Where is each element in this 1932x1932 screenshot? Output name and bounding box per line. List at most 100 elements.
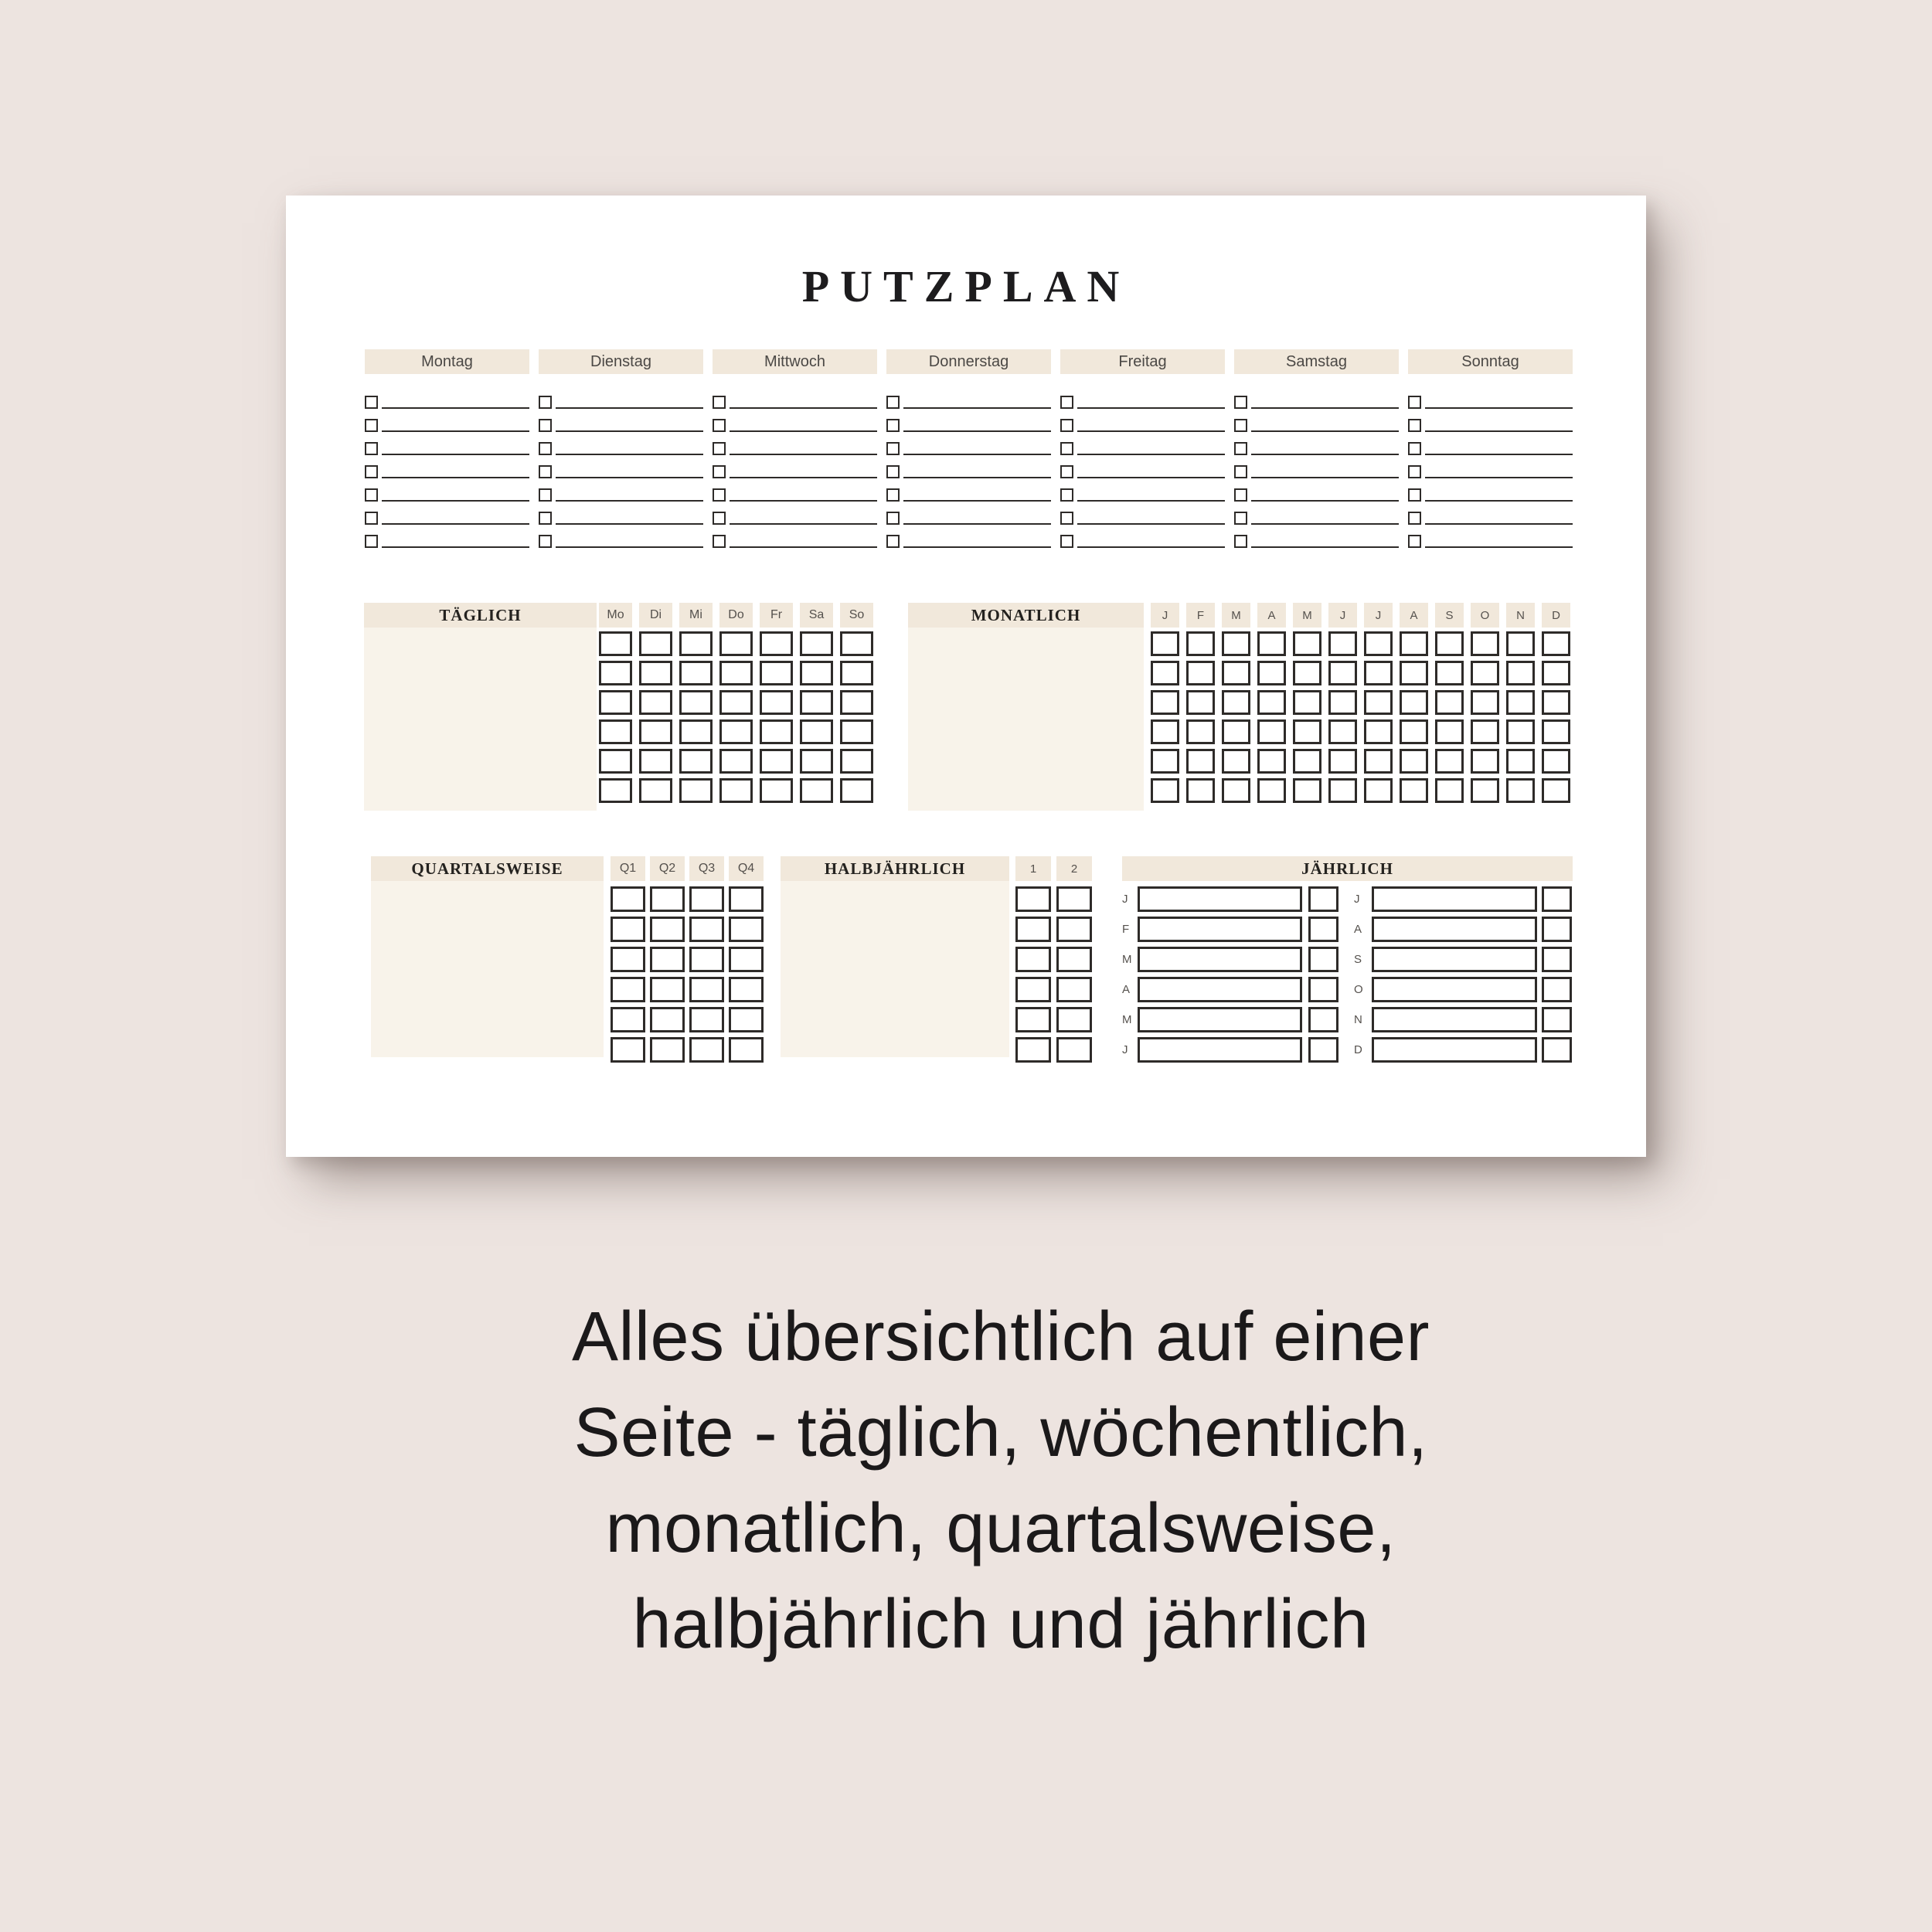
checkbox[interactable] [886, 535, 900, 548]
checkbox[interactable] [1542, 1007, 1572, 1032]
checkbox[interactable] [1400, 690, 1428, 715]
checkbox[interactable] [1308, 1037, 1338, 1063]
write-line[interactable] [730, 489, 877, 502]
checkbox[interactable] [1364, 631, 1393, 656]
checkbox[interactable] [840, 661, 873, 685]
checkbox[interactable] [760, 661, 793, 685]
write-line[interactable] [903, 512, 1051, 525]
write-line[interactable] [1077, 536, 1225, 548]
checkbox[interactable] [729, 917, 764, 942]
write-line[interactable] [556, 443, 703, 455]
task-write-box[interactable] [1372, 1007, 1537, 1032]
write-line[interactable] [1251, 420, 1399, 432]
write-line[interactable] [1251, 489, 1399, 502]
checkbox[interactable] [1542, 778, 1570, 803]
checkbox[interactable] [713, 419, 726, 432]
write-line[interactable] [382, 420, 529, 432]
checkbox[interactable] [1542, 661, 1570, 685]
checkbox[interactable] [719, 719, 753, 744]
checkbox[interactable] [1015, 947, 1051, 972]
write-line[interactable] [730, 420, 877, 432]
write-line[interactable] [1077, 396, 1225, 409]
checkbox[interactable] [1151, 690, 1179, 715]
write-line[interactable] [730, 512, 877, 525]
checkbox[interactable] [760, 749, 793, 774]
daily-notes-area[interactable] [364, 628, 597, 811]
checkbox[interactable] [840, 690, 873, 715]
checkbox[interactable] [611, 917, 645, 942]
checkbox[interactable] [1308, 977, 1338, 1002]
checkbox[interactable] [1234, 442, 1247, 455]
task-write-box[interactable] [1138, 1007, 1302, 1032]
checkbox[interactable] [650, 977, 685, 1002]
checkbox[interactable] [1400, 778, 1428, 803]
checkbox[interactable] [1328, 778, 1357, 803]
checkbox[interactable] [689, 947, 724, 972]
checkbox[interactable] [800, 631, 833, 656]
write-line[interactable] [1425, 536, 1573, 548]
write-line[interactable] [1251, 512, 1399, 525]
checkbox[interactable] [1060, 465, 1073, 478]
checkbox[interactable] [1186, 690, 1215, 715]
checkbox[interactable] [1257, 631, 1286, 656]
checkbox[interactable] [1308, 1007, 1338, 1032]
checkbox[interactable] [1435, 719, 1464, 744]
checkbox[interactable] [639, 631, 672, 656]
checkbox[interactable] [840, 778, 873, 803]
checkbox[interactable] [679, 631, 713, 656]
checkbox[interactable] [729, 977, 764, 1002]
checkbox[interactable] [1257, 749, 1286, 774]
checkbox[interactable] [599, 719, 632, 744]
halfyearly-notes-area[interactable] [781, 881, 1009, 1057]
checkbox[interactable] [1400, 719, 1428, 744]
write-line[interactable] [1251, 396, 1399, 409]
checkbox[interactable] [1506, 749, 1535, 774]
checkbox[interactable] [1435, 690, 1464, 715]
write-line[interactable] [730, 536, 877, 548]
checkbox[interactable] [886, 512, 900, 525]
write-line[interactable] [1425, 466, 1573, 478]
write-line[interactable] [556, 396, 703, 409]
checkbox[interactable] [760, 719, 793, 744]
checkbox[interactable] [539, 535, 552, 548]
checkbox[interactable] [639, 749, 672, 774]
checkbox[interactable] [1328, 661, 1357, 685]
checkbox[interactable] [1542, 719, 1570, 744]
write-line[interactable] [730, 466, 877, 478]
checkbox[interactable] [1293, 690, 1321, 715]
task-write-box[interactable] [1372, 977, 1537, 1002]
checkbox[interactable] [539, 442, 552, 455]
checkbox[interactable] [719, 749, 753, 774]
checkbox[interactable] [886, 488, 900, 502]
checkbox[interactable] [1060, 512, 1073, 525]
checkbox[interactable] [650, 1007, 685, 1032]
checkbox[interactable] [1308, 947, 1338, 972]
checkbox[interactable] [760, 778, 793, 803]
checkbox[interactable] [1435, 631, 1464, 656]
checkbox[interactable] [1506, 631, 1535, 656]
checkbox[interactable] [1060, 442, 1073, 455]
write-line[interactable] [903, 420, 1051, 432]
checkbox[interactable] [1408, 535, 1421, 548]
task-write-box[interactable] [1138, 1037, 1302, 1063]
checkbox[interactable] [1293, 661, 1321, 685]
checkbox[interactable] [1542, 886, 1572, 912]
checkbox[interactable] [1471, 778, 1499, 803]
checkbox[interactable] [639, 719, 672, 744]
write-line[interactable] [382, 536, 529, 548]
checkbox[interactable] [1308, 917, 1338, 942]
checkbox[interactable] [1328, 749, 1357, 774]
checkbox[interactable] [1471, 719, 1499, 744]
checkbox[interactable] [611, 947, 645, 972]
checkbox[interactable] [1542, 977, 1572, 1002]
checkbox[interactable] [1542, 631, 1570, 656]
checkbox[interactable] [1435, 749, 1464, 774]
checkbox[interactable] [1222, 749, 1250, 774]
checkbox[interactable] [599, 778, 632, 803]
checkbox[interactable] [1408, 396, 1421, 409]
checkbox[interactable] [713, 535, 726, 548]
checkbox[interactable] [1293, 631, 1321, 656]
checkbox[interactable] [1151, 778, 1179, 803]
checkbox[interactable] [1056, 977, 1092, 1002]
checkbox[interactable] [713, 512, 726, 525]
